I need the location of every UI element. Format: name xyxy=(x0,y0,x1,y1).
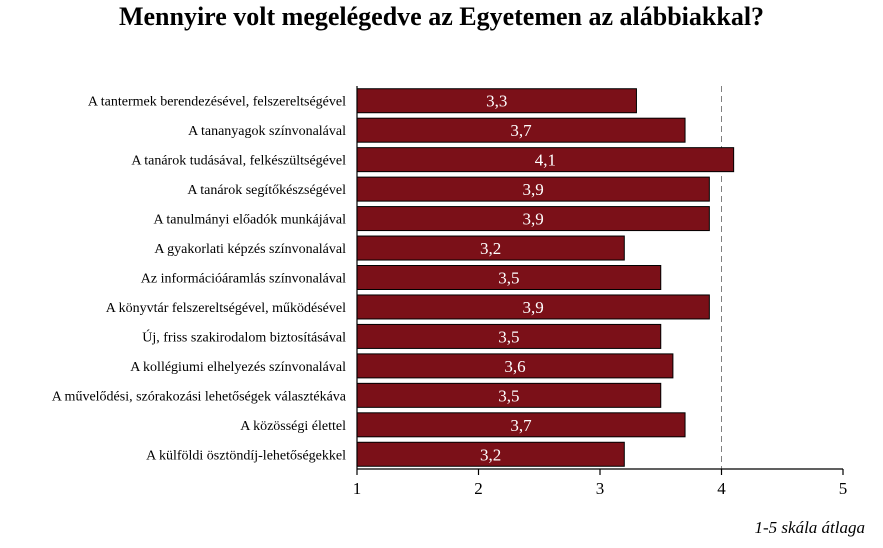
category-label: Az információáramlás színvonalával xyxy=(141,272,346,287)
category-label: A tananyagok színvonalával xyxy=(188,124,346,139)
x-tick-label: 4 xyxy=(717,479,726,498)
bar xyxy=(356,323,662,349)
category-label: Új, friss szakirodalom biztosításával xyxy=(142,328,346,345)
category-label: A tanulmányi előadók munkájával xyxy=(154,213,347,228)
bar-value-label: 3,9 xyxy=(523,298,544,317)
bar xyxy=(356,176,710,202)
category-label: A külföldi ösztöndíj-lehetőségekkel xyxy=(146,448,346,463)
scale-note: 1-5 skála átlaga xyxy=(754,518,866,537)
bar-value-label: 3,7 xyxy=(510,121,532,140)
bar xyxy=(356,206,710,232)
category-label: A tantermek berendezésével, felszereltsé… xyxy=(88,95,346,110)
bar xyxy=(356,235,625,261)
bar-value-label: 3,6 xyxy=(504,357,525,376)
bar-value-label: 3,9 xyxy=(523,180,544,199)
bar-value-label: 3,9 xyxy=(523,210,544,229)
bar-value-label: 4,1 xyxy=(535,151,556,170)
category-label: A művelődési, szórakozási lehetőségek vá… xyxy=(52,389,347,404)
category-label: A könyvtár felszereltségével, működéséve… xyxy=(106,301,346,316)
bar-value-label: 3,5 xyxy=(498,327,519,346)
bar-value-label: 3,7 xyxy=(510,416,532,435)
bar xyxy=(356,382,662,408)
bar xyxy=(356,353,674,379)
bar-value-label: 3,2 xyxy=(480,445,501,464)
bar-value-label: 3,5 xyxy=(498,269,519,288)
bar xyxy=(356,265,662,290)
x-tick-label: 2 xyxy=(474,479,483,498)
bar-value-label: 3,2 xyxy=(480,239,501,258)
bar xyxy=(356,441,625,467)
bar xyxy=(356,412,686,438)
chart-title: Mennyire volt megelégedve az Egyetemen a… xyxy=(118,2,765,31)
bar xyxy=(356,147,735,173)
category-label: A tanárok segítőkészségével xyxy=(187,183,346,198)
category-label: A tanárok tudásával, felkészültségével xyxy=(131,154,346,169)
x-tick-label: 1 xyxy=(353,479,362,498)
bar xyxy=(356,294,710,320)
category-label: A gyakorlati képzés színvonalával xyxy=(154,242,346,257)
bar-value-label: 3,5 xyxy=(498,386,519,405)
x-tick-label: 5 xyxy=(839,479,848,498)
category-label: A kollégiumi elhelyezés színvonalával xyxy=(130,360,346,375)
category-label: A közösségi élettel xyxy=(240,419,346,434)
x-tick-label: 3 xyxy=(596,479,605,498)
bar xyxy=(356,88,637,114)
bar-value-label: 3,3 xyxy=(486,92,507,111)
